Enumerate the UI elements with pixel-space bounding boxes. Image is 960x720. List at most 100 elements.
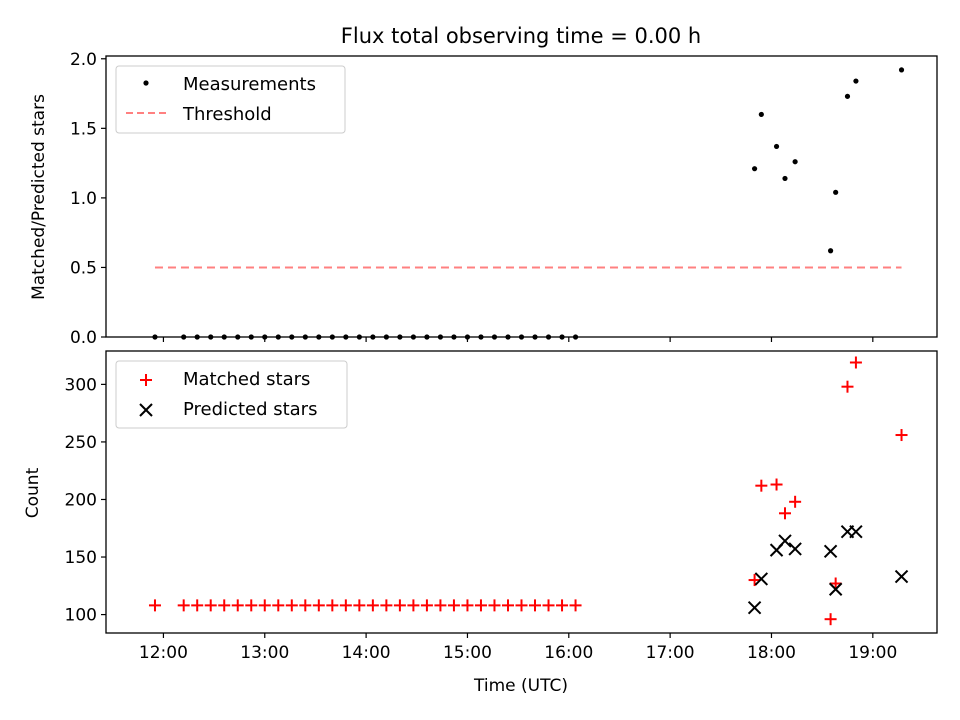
- y-tick-label: 0.5: [70, 258, 97, 278]
- bottom-y-axis-label: Count: [23, 467, 43, 518]
- measurement-point: [451, 334, 457, 340]
- matched-stars-point: [258, 599, 271, 612]
- y-tick-label: 200: [65, 490, 97, 510]
- measurement-point: [518, 334, 525, 340]
- measurement-point: [478, 334, 484, 340]
- measurement-point: [898, 67, 905, 73]
- matched-stars-point: [829, 577, 842, 590]
- matched-stars-point: [556, 599, 569, 612]
- matched-stars-point: [849, 356, 862, 369]
- matched-stars-point: [770, 478, 783, 491]
- bottom-panel: 100 150 200 250 300 12:00 13:00 14:00 15:00 16:0…: [23, 350, 938, 696]
- predicted-stars-point: [788, 542, 802, 556]
- predicted-stars-point: [849, 525, 863, 539]
- measurement-point: [343, 334, 349, 340]
- measurement-point: [302, 334, 308, 340]
- measurement-point: [505, 334, 511, 340]
- top-legend: Measurements Threshold: [115, 65, 346, 134]
- matched-stars-point: [569, 599, 582, 612]
- legend-matched-marker: [140, 374, 152, 386]
- matched-stars-point: [407, 599, 420, 612]
- measurement-point: [853, 78, 859, 84]
- matched-stars-point: [755, 479, 768, 492]
- matched-stars-point: [393, 599, 406, 612]
- measurement-point: [235, 334, 241, 340]
- matched-stars-point: [148, 599, 161, 612]
- predicted-stars-point: [754, 572, 769, 586]
- measurement-point: [316, 334, 322, 340]
- matched-stars-point: [461, 599, 474, 612]
- measurement-point: [572, 334, 579, 340]
- matched-stars-point: [789, 495, 802, 508]
- chart-title: Flux total observing time = 0.00 h: [341, 24, 701, 48]
- matched-stars-point: [488, 599, 501, 612]
- legend-predicted-marker: [139, 403, 153, 417]
- measurement-point: [464, 334, 471, 340]
- y-tick-label: 150: [65, 548, 97, 568]
- measurement-point: [329, 334, 335, 340]
- y-tick-label: 100: [65, 606, 97, 626]
- matched-stars-point: [191, 599, 204, 612]
- measurement-point: [758, 111, 764, 118]
- predicted-stars-point: [828, 582, 843, 596]
- measurement-point: [397, 334, 403, 340]
- legend-measurements-label: Measurements: [183, 74, 316, 95]
- x-tick-label: 19:00: [848, 643, 897, 663]
- measurement-point: [289, 334, 295, 340]
- measurement-point: [194, 334, 200, 340]
- x-axis-label: Time (UTC): [473, 676, 568, 696]
- matched-stars-point: [326, 599, 339, 612]
- matched-stars-point: [515, 599, 528, 612]
- y-tick-label: 250: [65, 433, 97, 453]
- measurement-point: [751, 166, 758, 172]
- measurement-point: [773, 143, 780, 150]
- measurement-point: [275, 334, 281, 340]
- matched-stars-point: [218, 599, 231, 612]
- top-y-axis-label: Matched/Predicted stars: [29, 94, 49, 300]
- matched-stars-point: [501, 599, 514, 612]
- matched-stars-point: [204, 599, 217, 612]
- matched-stars-point: [447, 599, 460, 612]
- x-tick-label: 13:00: [240, 643, 289, 663]
- measurement-point: [532, 334, 538, 340]
- measurement-point: [370, 334, 376, 340]
- measurement-point: [545, 334, 552, 340]
- x-tick-label: 17:00: [646, 643, 695, 663]
- measurement-point: [181, 334, 187, 340]
- x-tick-label: 18:00: [747, 643, 796, 663]
- matched-stars-point: [177, 599, 190, 612]
- matched-stars-point: [312, 599, 325, 612]
- measurement-point: [844, 93, 851, 99]
- measurement-point: [437, 334, 444, 340]
- measurement-point: [792, 159, 798, 165]
- measurement-point: [424, 334, 430, 340]
- matched-stars-point: [778, 507, 791, 520]
- legend-predicted-label: Predicted stars: [183, 399, 317, 420]
- y-tick-label: 2.0: [70, 50, 97, 70]
- matched-stars-point: [420, 599, 433, 612]
- predicted-stars-point: [747, 600, 762, 615]
- x-tick-label: 12:00: [139, 643, 188, 663]
- measurement-point: [221, 334, 227, 340]
- matched-stars-point: [245, 599, 258, 612]
- legend-threshold-label: Threshold: [182, 104, 272, 125]
- measurement-point: [782, 175, 788, 182]
- measurement-point: [208, 334, 214, 340]
- predicted-stars-point: [894, 569, 909, 584]
- measurement-point: [248, 334, 254, 340]
- matched-stars-point: [474, 599, 487, 612]
- matched-stars-point: [542, 599, 555, 612]
- matched-stars-point: [299, 599, 312, 612]
- legend-matched-label: Matched stars: [183, 369, 310, 390]
- matched-stars-point: [272, 599, 285, 612]
- bottom-legend: Matched stars Predicted stars: [115, 360, 348, 429]
- y-tick-label: 1.5: [70, 119, 97, 139]
- y-tick-label: 300: [65, 375, 97, 395]
- measurement-point: [491, 334, 498, 340]
- matched-stars-point: [380, 599, 393, 612]
- predicted-stars-point: [823, 544, 838, 558]
- matched-stars-point: [339, 599, 352, 612]
- matched-stars-point: [529, 599, 542, 612]
- bottom-plot-area: [105, 350, 938, 634]
